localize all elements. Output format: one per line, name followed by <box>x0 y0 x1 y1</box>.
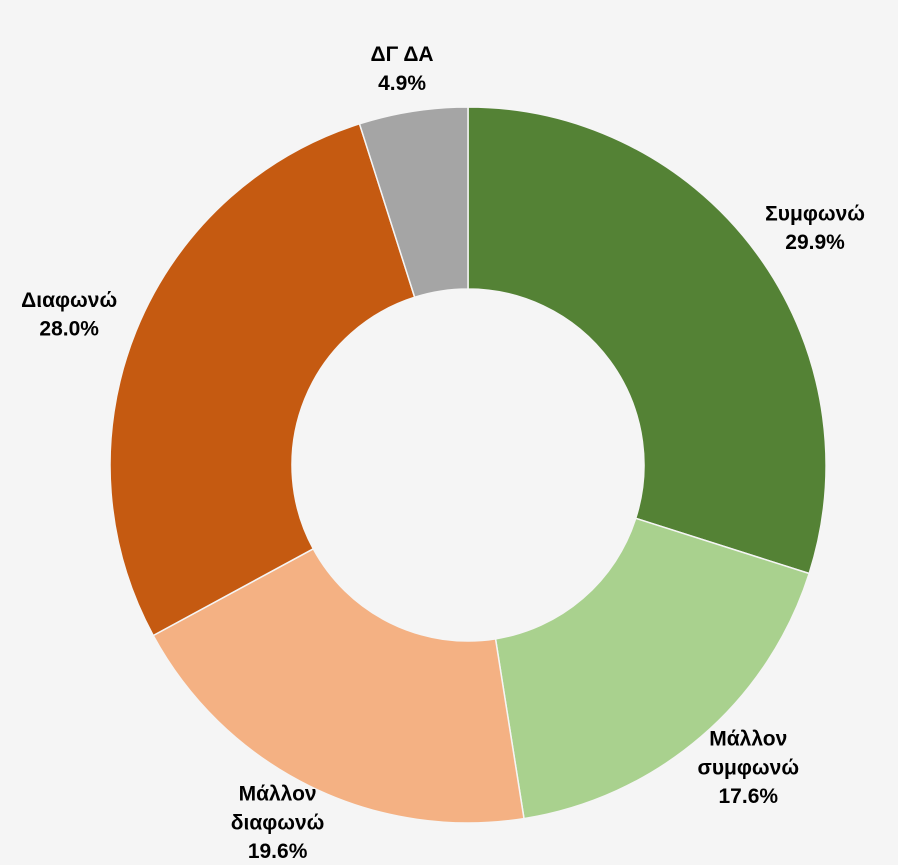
donut-segment <box>494 517 811 820</box>
label-line: Διαφωνώ <box>21 288 117 311</box>
value-label: 28.0% <box>39 317 99 340</box>
donut-segment <box>152 547 525 824</box>
value-label: 29.9% <box>785 231 845 254</box>
category-label: Μάλλον διαφωνώ <box>231 782 325 834</box>
donut-segment <box>467 106 827 575</box>
label-line: Μάλλον <box>239 782 317 805</box>
donut-segment <box>358 106 469 299</box>
value-label: 4.9% <box>378 72 426 95</box>
label-line: Συμφωνώ <box>765 202 865 225</box>
category-label: ΔΓ ΔΑ <box>371 43 434 66</box>
value-label: 19.6% <box>248 840 308 863</box>
label-line: Μάλλον <box>709 727 787 750</box>
value-label: 17.6% <box>719 785 779 808</box>
label-line: συμφωνώ <box>697 756 799 779</box>
label-line: ΔΓ ΔΑ <box>371 43 434 66</box>
category-label: Μάλλον συμφωνώ <box>697 727 799 779</box>
donut-segment <box>109 122 416 637</box>
category-label: Διαφωνώ <box>21 288 117 311</box>
label-line: διαφωνώ <box>231 811 325 834</box>
category-label: Συμφωνώ <box>765 202 865 225</box>
